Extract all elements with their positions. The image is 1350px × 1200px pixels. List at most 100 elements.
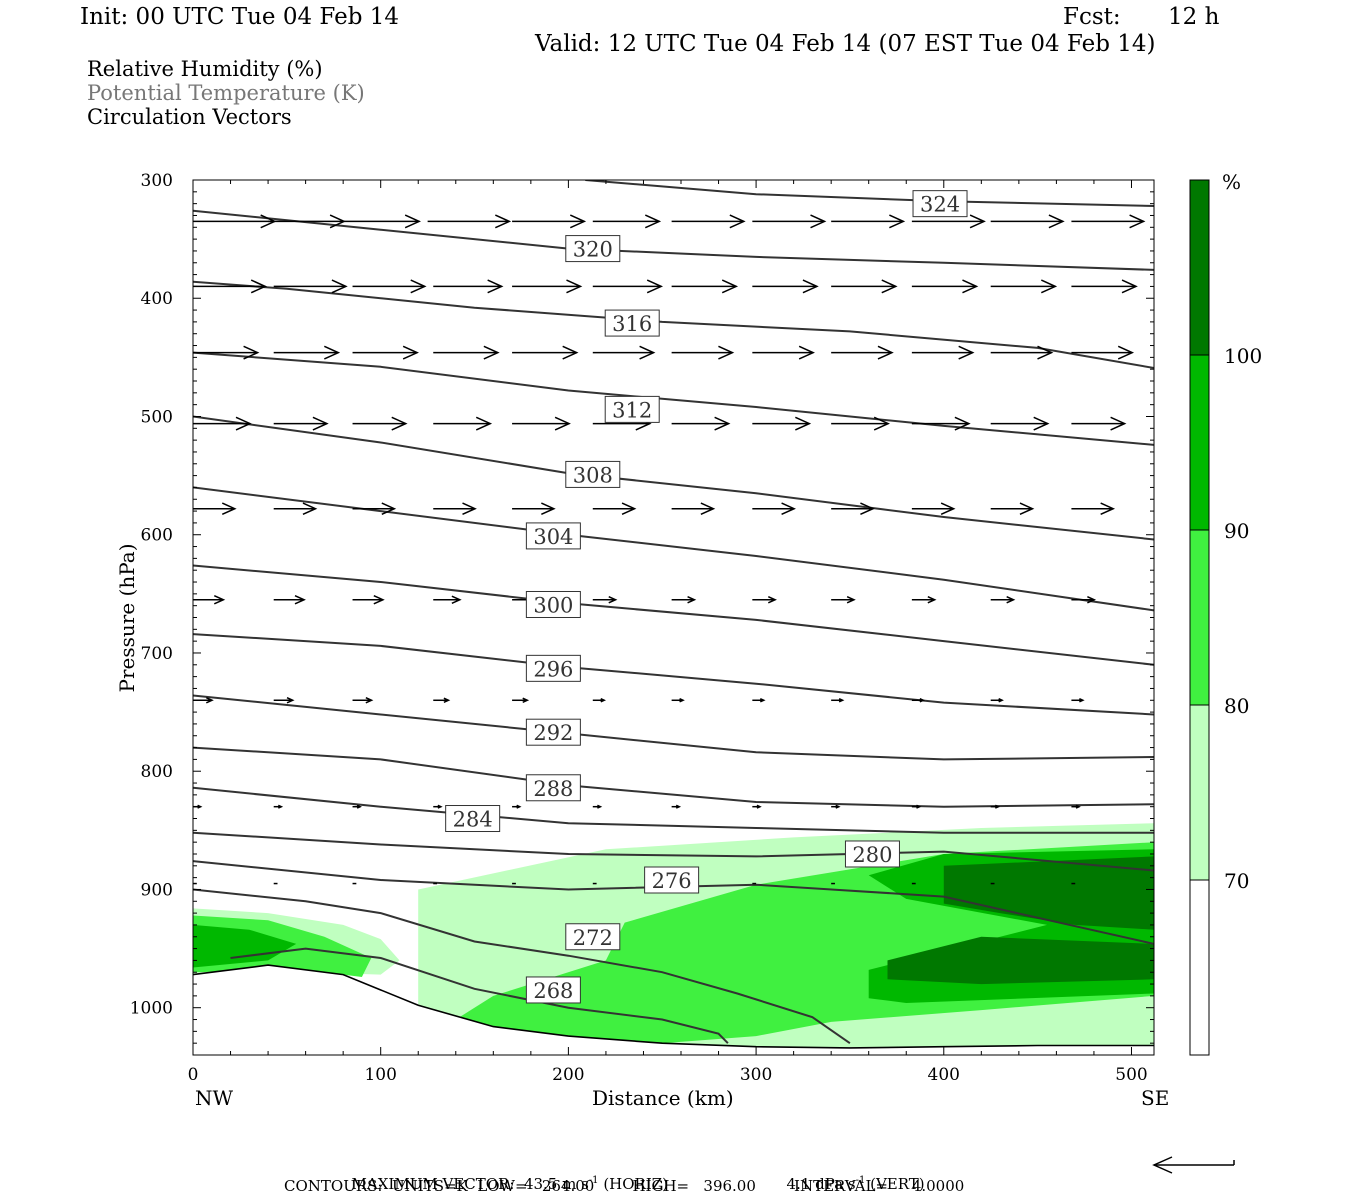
vector-head bbox=[235, 416, 252, 431]
vector-head bbox=[373, 594, 385, 605]
vector-head bbox=[877, 345, 894, 360]
vector-arrow bbox=[1071, 214, 1146, 229]
rh-region-100 bbox=[887, 936, 1154, 985]
vector-head bbox=[331, 279, 348, 294]
contour-label-box bbox=[525, 590, 581, 618]
contour-label-292: 292 bbox=[525, 718, 581, 746]
y-tick-label: 500 bbox=[141, 407, 173, 427]
vector-head bbox=[404, 214, 421, 229]
contour-label-box bbox=[565, 235, 621, 263]
vector-arrow bbox=[273, 594, 306, 605]
contour-label-312: 312 bbox=[604, 395, 660, 423]
vector-arrow bbox=[352, 594, 385, 605]
vector-head bbox=[541, 502, 556, 516]
vector-arrow bbox=[911, 502, 956, 516]
vector-arrow bbox=[831, 804, 841, 809]
horiz-tag: (HORIZ) bbox=[598, 1175, 669, 1193]
theta-contour-324 bbox=[585, 180, 1154, 207]
contour-label-text: 268 bbox=[533, 979, 573, 1003]
contour-label-box bbox=[604, 395, 660, 423]
vector-arrow bbox=[433, 595, 462, 605]
vector-head bbox=[365, 697, 374, 704]
theta-contour-288 bbox=[193, 746, 1154, 808]
vector-head bbox=[718, 345, 735, 360]
contour-label-text: 280 bbox=[852, 843, 892, 867]
contour-label-box bbox=[525, 718, 581, 746]
vector-arrow bbox=[752, 279, 819, 294]
vector-head bbox=[487, 279, 504, 294]
vector-head bbox=[940, 502, 956, 516]
theta-contour-292 bbox=[193, 694, 1154, 761]
vector-head bbox=[495, 214, 512, 229]
vector-arrow bbox=[911, 804, 922, 809]
vector-arrow bbox=[990, 698, 1004, 703]
theta-contour-272 bbox=[193, 888, 851, 1045]
vector-arrow bbox=[268, 214, 346, 229]
theta-contour-312 bbox=[193, 351, 1154, 446]
vector-head bbox=[562, 345, 579, 360]
contour-label-text: 308 bbox=[573, 463, 613, 487]
colorbar-level-label: 70 bbox=[1224, 869, 1249, 893]
theta-contour-300 bbox=[193, 564, 1154, 666]
vector-arrow bbox=[512, 279, 583, 294]
theta-contour-304 bbox=[193, 486, 1154, 612]
vector-head bbox=[721, 279, 739, 294]
vector-head bbox=[437, 804, 443, 809]
colorbar-segment bbox=[1190, 705, 1209, 880]
contour-label-272: 272 bbox=[565, 923, 621, 951]
valid-time: Valid: 12 UTC Tue 04 Feb 14 (07 EST Tue … bbox=[535, 31, 1156, 57]
vector-arrow bbox=[671, 502, 716, 516]
contour-label-308: 308 bbox=[565, 460, 621, 488]
horiz-value: 43.5 m s bbox=[523, 1175, 589, 1193]
vector-head bbox=[838, 698, 845, 703]
vert-value: 4.1 dPa s bbox=[786, 1175, 856, 1193]
contour-label-276: 276 bbox=[644, 866, 700, 894]
vector-head bbox=[810, 214, 827, 229]
vector-head bbox=[302, 502, 318, 516]
vector-arrow bbox=[273, 502, 318, 516]
theta-contour-268 bbox=[230, 947, 729, 1044]
vector-head bbox=[860, 502, 875, 516]
vector-arrow bbox=[427, 214, 512, 229]
vector-head bbox=[1110, 416, 1127, 431]
vector-head bbox=[1019, 502, 1035, 516]
vector-head bbox=[278, 804, 284, 809]
contour-label-300: 300 bbox=[525, 590, 581, 618]
contour-label-box bbox=[644, 866, 700, 894]
y-tick-label: 800 bbox=[141, 762, 173, 782]
colorbar-segment bbox=[1190, 355, 1209, 530]
vector-arrow bbox=[433, 697, 451, 704]
vector-head bbox=[516, 804, 522, 809]
vector-arrow bbox=[671, 416, 731, 431]
vector-head bbox=[597, 804, 603, 809]
vector-arrow bbox=[671, 698, 685, 703]
vector-head bbox=[919, 698, 926, 703]
vector-arrow bbox=[990, 502, 1035, 516]
vector-head bbox=[443, 697, 451, 704]
contour-label-320: 320 bbox=[565, 235, 621, 263]
vector-head bbox=[889, 214, 906, 229]
vector-head bbox=[402, 345, 419, 360]
legend-theta: Potential Temperature (K) bbox=[87, 81, 365, 105]
vector-head bbox=[197, 804, 203, 809]
contour-label-296: 296 bbox=[525, 654, 581, 682]
forecast-label: Fcst: bbox=[1063, 4, 1121, 30]
vector-head bbox=[475, 416, 493, 431]
contour-label-268: 268 bbox=[525, 976, 581, 1004]
vector-head bbox=[760, 698, 766, 703]
ground-line bbox=[193, 964, 1154, 1049]
vector-head bbox=[714, 416, 731, 431]
y-tick-label: 700 bbox=[141, 644, 173, 664]
vector-head bbox=[391, 416, 408, 431]
theta-contour-284 bbox=[193, 786, 1154, 834]
vector-arrow bbox=[831, 279, 898, 294]
vector-arrow bbox=[1071, 804, 1081, 809]
vector-head bbox=[569, 214, 587, 229]
x-tick-label: 0 bbox=[188, 1065, 199, 1085]
vector-arrow bbox=[1071, 416, 1127, 431]
vector-head bbox=[356, 804, 362, 809]
vector-head bbox=[1075, 804, 1081, 809]
vector-arrow bbox=[273, 416, 329, 431]
vector-arrow bbox=[752, 345, 815, 360]
vector-head bbox=[1033, 416, 1050, 431]
